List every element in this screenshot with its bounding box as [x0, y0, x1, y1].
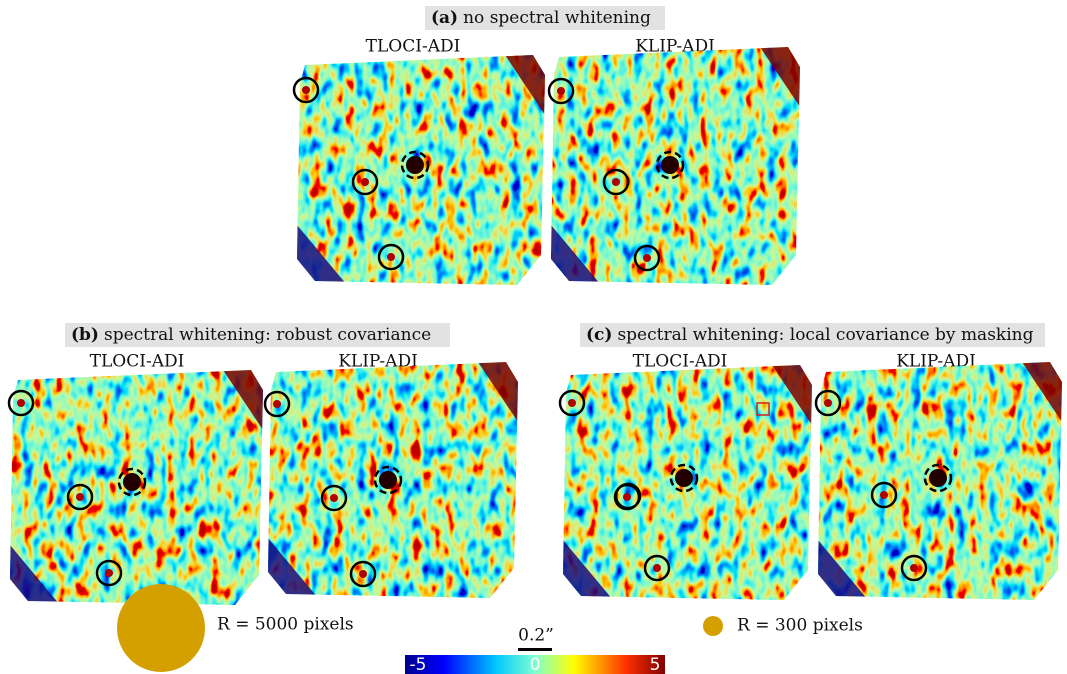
star-core: [929, 469, 947, 487]
planet-dot: [105, 569, 113, 577]
legend-text: R = 300 pixels: [737, 616, 863, 636]
scale-bar-label: 0.2”: [518, 626, 554, 646]
planet-marker: [95, 559, 123, 587]
colorbar-gradient: [405, 655, 665, 674]
image-corner: [268, 538, 318, 598]
image-corner: [505, 55, 545, 115]
colorbar: -5 0 5: [405, 655, 665, 674]
image-corner: [223, 370, 263, 430]
planet-dot: [612, 178, 620, 186]
panel-caption: no spectral whitening: [463, 8, 651, 28]
planet-marker: [602, 168, 630, 196]
planet-dot: [824, 399, 832, 407]
image-corner: [551, 225, 601, 285]
panel-header: (b) spectral whitening: robust covariance: [71, 325, 431, 345]
planet-marker: [814, 389, 842, 417]
planet-marker: [349, 560, 377, 588]
image-corner: [772, 365, 812, 425]
planet-dot: [361, 178, 369, 186]
planet-marker: [377, 243, 405, 271]
colorbar-label: -5: [410, 655, 427, 674]
star-core: [379, 471, 397, 489]
star-mask: [923, 463, 953, 493]
panel-caption: spectral whitening: local covariance by …: [617, 325, 1033, 345]
planet-marker: [558, 389, 586, 417]
star-mask: [117, 467, 147, 497]
planet-dot: [880, 491, 888, 499]
planet-marker: [7, 389, 35, 417]
image-corner: [297, 225, 347, 285]
panel-header-bg: [580, 323, 1045, 347]
planet-dot: [330, 494, 338, 502]
image-corner: [563, 540, 613, 600]
planet-dot: [557, 87, 565, 95]
panel-header: (c) spectral whitening: local covariance …: [586, 325, 1034, 345]
panel-label: (a): [431, 8, 458, 28]
star-core: [661, 156, 679, 174]
planet-marker: [66, 483, 94, 511]
planet-marker: [633, 244, 661, 272]
planet-dot: [623, 493, 631, 501]
planet-dot: [359, 570, 367, 578]
planet-dot: [643, 254, 651, 262]
planet-marker: [900, 554, 928, 582]
star-mask: [669, 463, 699, 493]
panel: (c) spectral whitening: local covariance …: [558, 323, 1062, 600]
planet-marker: [351, 168, 379, 196]
image-title: KLIP-ADI: [338, 352, 418, 372]
star-mask: [373, 465, 403, 495]
planet-marker: [292, 76, 320, 104]
star-core: [406, 156, 424, 174]
planet-dot: [17, 399, 25, 407]
false-positive-marker: [756, 402, 770, 416]
image-corner: [760, 47, 800, 107]
panel-header-bg: [65, 323, 450, 347]
panel-label: (c): [586, 325, 612, 345]
panel: (b) spectral whitening: robust covariance…: [7, 323, 518, 605]
planet-marker: [263, 390, 291, 418]
planet-dot: [76, 493, 84, 501]
image: [563, 365, 812, 600]
planet-dot: [387, 253, 395, 261]
planet-dot: [302, 86, 310, 94]
planet-dot: [910, 564, 918, 572]
panel-caption: spectral whitening: robust covariance: [104, 325, 431, 345]
planet-marker: [320, 484, 348, 512]
scale-bar: [518, 648, 552, 651]
empty-marker: [614, 482, 642, 510]
panel-label: (b): [71, 325, 99, 345]
image-title: TLOCI-ADI: [90, 352, 185, 372]
planet-dot: [568, 399, 576, 407]
planet-marker: [547, 77, 575, 105]
planet-dot: [653, 564, 661, 572]
planet-marker: [870, 481, 898, 509]
image-corner: [818, 540, 868, 600]
star-mask: [400, 150, 430, 180]
planet-marker: [643, 554, 671, 582]
image-corner: [1022, 362, 1062, 422]
colorbar-label: 5: [650, 655, 661, 674]
legend-disc-large: [117, 584, 205, 672]
star-core: [123, 473, 141, 491]
planet-dot: [273, 400, 281, 408]
image-corner: [478, 362, 518, 422]
legend-disc-small: [703, 616, 723, 636]
star-core: [675, 469, 693, 487]
panel-header: (a) no spectral whitening: [431, 8, 651, 28]
image-title: TLOCI-ADI: [633, 352, 728, 372]
image-corner: [10, 545, 60, 605]
legend-text: R = 5000 pixels: [217, 615, 354, 635]
image-title: TLOCI-ADI: [366, 37, 461, 57]
colorbar-label: 0: [530, 655, 541, 674]
panel-header-bg: [425, 6, 665, 30]
star-mask: [655, 150, 685, 180]
